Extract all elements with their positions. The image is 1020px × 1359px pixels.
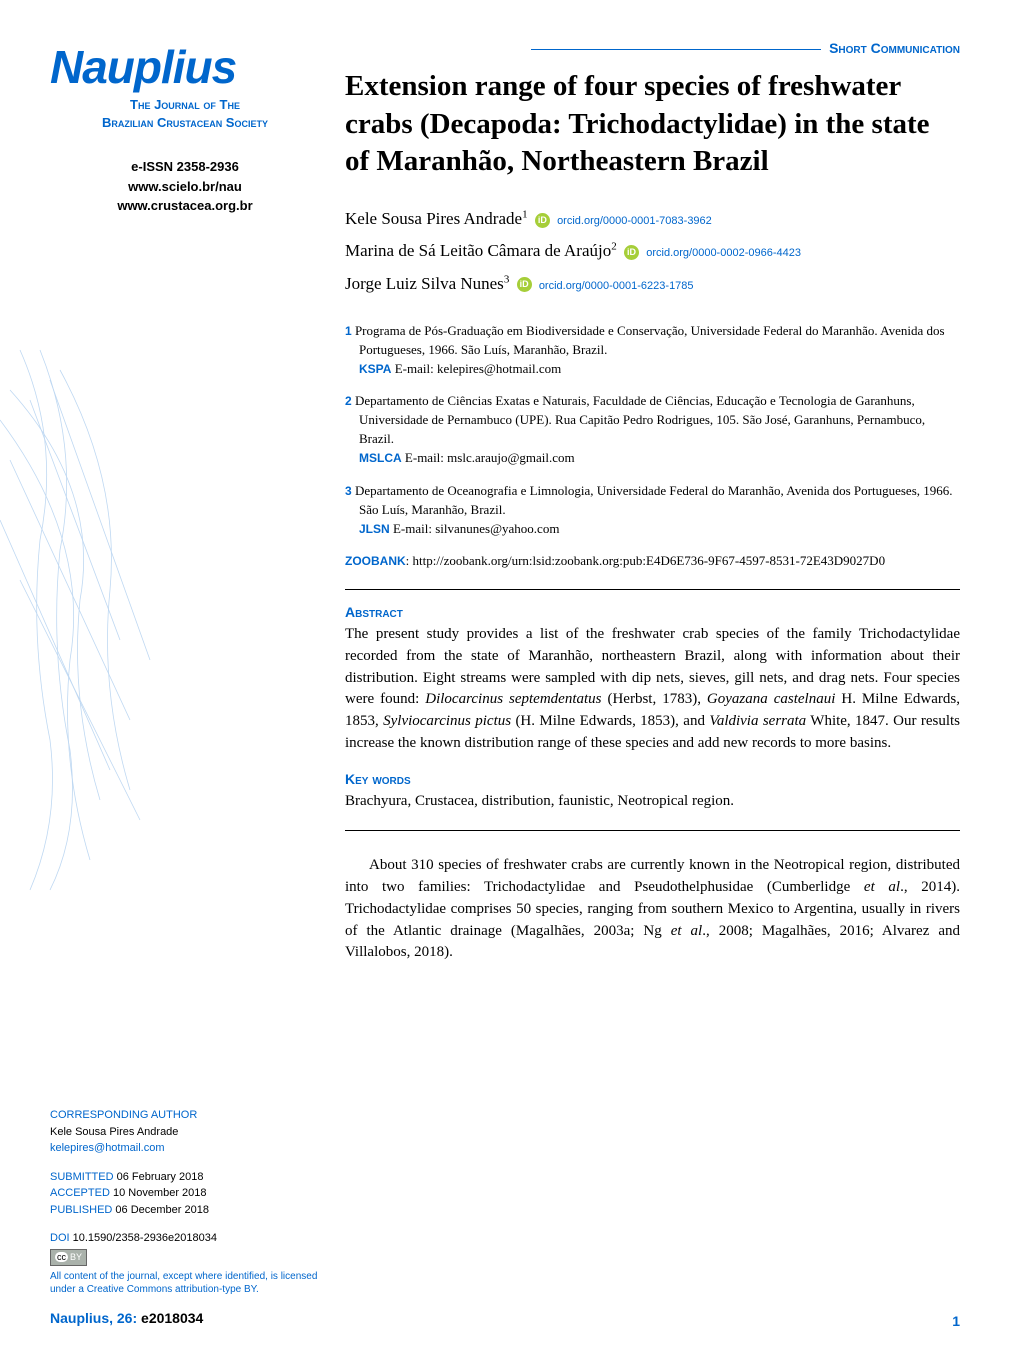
- section-rule: [345, 589, 960, 590]
- doi-value[interactable]: 10.1590/2358-2936e2018034: [70, 1232, 217, 1244]
- author-affil-sup: 3: [504, 273, 510, 285]
- zoobank: ZOOBANK: http://zoobank.org/urn:lsid:zoo…: [345, 552, 960, 571]
- doi-label: DOI: [50, 1232, 70, 1244]
- affiliations-list: 1 Programa de Pós-Graduação em Biodivers…: [345, 322, 960, 571]
- species-4: Valdivia serrata: [709, 713, 806, 729]
- corresponding-author-name: Kele Sousa Pires Andrade: [50, 1126, 178, 1138]
- corresponding-author-email[interactable]: kelepires@hotmail.com: [50, 1142, 165, 1154]
- sidebar-metadata: CORRESPONDING AUTHOR Kele Sousa Pires An…: [50, 1107, 320, 1329]
- submitted-label: SUBMITTED: [50, 1171, 114, 1183]
- sidebar: Nauplius The Journal of The Brazilian Cr…: [50, 40, 320, 1329]
- author-name: Jorge Luiz Silva Nunes: [345, 274, 504, 293]
- etal-1: et al: [864, 879, 900, 895]
- published-date: 06 December 2018: [112, 1204, 209, 1216]
- species-3-auth: (H. Milne Edwards, 1853), and: [511, 713, 709, 729]
- article-title: Extension range of four species of fresh…: [345, 68, 960, 181]
- body-paragraph-1: About 310 species of freshwater crabs ar…: [345, 855, 960, 964]
- citation: Nauplius, 26: e2018034: [50, 1308, 320, 1329]
- short-communication-label: Short Communication: [345, 40, 960, 56]
- zoobank-label: ZOOBANK: [345, 554, 406, 568]
- species-2: Goyazana castelnaui: [707, 691, 835, 707]
- orcid-link[interactable]: orcid.org/0000-0002-0966-4423: [646, 247, 801, 259]
- species-3: Sylviocarcinus pictus: [383, 713, 511, 729]
- keywords-block: Key words Brachyura, Crustacea, distribu…: [345, 771, 960, 813]
- affiliation-text: Programa de Pós-Graduação em Biodiversid…: [355, 323, 945, 357]
- dates-block: SUBMITTED 06 February 2018 ACCEPTED 10 N…: [50, 1169, 320, 1219]
- orcid-icon[interactable]: iD: [535, 213, 550, 228]
- affiliation-3: 3 Departamento de Oceanografia e Limnolo…: [345, 482, 960, 539]
- affiliation-email[interactable]: kelepires@hotmail.com: [437, 361, 561, 376]
- affiliation-email[interactable]: silvanunes@yahoo.com: [435, 521, 559, 536]
- orcid-link[interactable]: orcid.org/0000-0001-6223-1785: [539, 280, 694, 292]
- accepted-date: 10 November 2018: [110, 1187, 207, 1199]
- main-content: Short Communication Extension range of f…: [345, 40, 960, 1329]
- orcid-icon[interactable]: iD: [624, 245, 639, 260]
- author-affil-sup: 1: [522, 208, 528, 220]
- license-text: All content of the journal, except where…: [50, 1270, 320, 1296]
- submitted-date: 06 February 2018: [114, 1171, 204, 1183]
- affiliation-initials: KSPA: [359, 362, 391, 376]
- issn-block: e-ISSN 2358-2936 www.scielo.br/nau www.c…: [50, 157, 320, 216]
- author-1: Kele Sousa Pires Andrade1 iD orcid.org/0…: [345, 203, 960, 235]
- species-1-auth: (Herbst, 1783),: [602, 691, 707, 707]
- affiliation-initials: MSLCA: [359, 451, 402, 465]
- author-affil-sup: 2: [611, 241, 617, 253]
- species-1: Dilocarcinus septemdentatus: [425, 691, 601, 707]
- affiliation-email[interactable]: mslc.araujo@gmail.com: [447, 450, 575, 465]
- journal-url-2[interactable]: www.crustacea.org.br: [50, 196, 320, 216]
- abstract-heading: Abstract: [345, 604, 960, 620]
- affiliation-number: 3: [345, 484, 352, 498]
- accepted-label: ACCEPTED: [50, 1187, 110, 1199]
- journal-subtitle-line2: Brazilian Crustacean Society: [102, 115, 268, 130]
- journal-subtitle: The Journal of The Brazilian Crustacean …: [50, 96, 320, 132]
- cc-by-badge[interactable]: ccBY: [50, 1249, 87, 1267]
- affiliation-number: 2: [345, 394, 352, 408]
- affiliation-number: 1: [345, 324, 352, 338]
- eissn: e-ISSN 2358-2936: [50, 157, 320, 177]
- journal-url-1[interactable]: www.scielo.br/nau: [50, 177, 320, 197]
- author-3: Jorge Luiz Silva Nunes3 iD orcid.org/000…: [345, 268, 960, 300]
- affiliation-text: Departamento de Ciências Exatas e Natura…: [355, 393, 925, 446]
- affiliation-initials: JLSN: [359, 522, 390, 536]
- corresponding-author-block: CORRESPONDING AUTHOR Kele Sousa Pires An…: [50, 1107, 320, 1157]
- authors-list: Kele Sousa Pires Andrade1 iD orcid.org/0…: [345, 203, 960, 300]
- corresponding-author-label: CORRESPONDING AUTHOR: [50, 1109, 197, 1121]
- affiliation-text: Departamento de Oceanografia e Limnologi…: [355, 483, 953, 517]
- author-name: Marina de Sá Leitão Câmara de Araújo: [345, 241, 611, 260]
- keywords-text: Brachyura, Crustacea, distribution, faun…: [345, 791, 960, 813]
- journal-title: Nauplius: [50, 40, 320, 94]
- etal-2: et al: [671, 923, 702, 939]
- affiliation-1: 1 Programa de Pós-Graduação em Biodivers…: [345, 322, 960, 379]
- orcid-link[interactable]: orcid.org/0000-0001-7083-3962: [557, 215, 712, 227]
- keywords-heading: Key words: [345, 771, 960, 787]
- abstract-text: The present study provides a list of the…: [345, 624, 960, 755]
- author-2: Marina de Sá Leitão Câmara de Araújo2 iD…: [345, 235, 960, 267]
- published-label: PUBLISHED: [50, 1204, 112, 1216]
- journal-subtitle-line1: The Journal of The: [130, 97, 240, 112]
- citation-id: e2018034: [141, 1310, 203, 1326]
- section-rule: [345, 830, 960, 831]
- orcid-icon[interactable]: iD: [517, 277, 532, 292]
- page-number: 1: [952, 1313, 960, 1329]
- citation-prefix: Nauplius, 26:: [50, 1310, 141, 1326]
- affiliation-2: 2 Departamento de Ciências Exatas e Natu…: [345, 392, 960, 467]
- doi-block: DOI 10.1590/2358-2936e2018034 ccBY All c…: [50, 1230, 320, 1296]
- author-name: Kele Sousa Pires Andrade: [345, 209, 522, 228]
- zoobank-url[interactable]: : http://zoobank.org/urn:lsid:zoobank.or…: [406, 553, 885, 568]
